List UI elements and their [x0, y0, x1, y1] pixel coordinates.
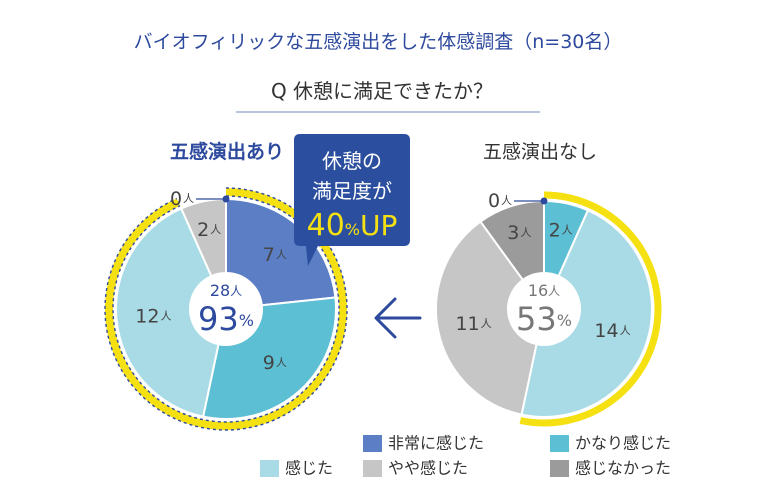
legend-swatch-fairly [550, 435, 569, 452]
legend-swatch-not [550, 460, 569, 477]
callout-bubble [294, 134, 410, 266]
slice-value-number: 3 [507, 221, 519, 243]
slice-label-not: 3人 [507, 221, 531, 243]
slice-value-unit: 人 [276, 248, 287, 261]
center-count: 16人 [528, 281, 560, 300]
slice-value-number: 7 [263, 243, 275, 265]
slice-value-unit: 人 [210, 223, 221, 236]
callout-value-suffix: UP [360, 209, 397, 242]
legend-label-not: 感じなかった [575, 459, 671, 478]
slice-value-unit: 人 [481, 317, 492, 330]
center-hole [508, 273, 580, 345]
legend-swatch-very [363, 435, 382, 452]
slice-value-number: 2 [549, 219, 561, 241]
slice-value-number: 11 [455, 312, 479, 334]
slice-value-unit: 人 [562, 224, 573, 237]
slice-value-unit: 人 [501, 194, 512, 207]
slice-value-number: 2 [197, 218, 209, 240]
group-label-without: 五感演出なし [483, 141, 597, 163]
slice-label-fairly: 2人 [549, 219, 573, 241]
slice-value-number: 9 [263, 352, 275, 374]
legend-swatch-felt [260, 460, 279, 477]
slice-value-unit: 人 [160, 310, 171, 323]
slice-label-fairly: 9人 [263, 352, 287, 374]
slice-value-unit: 人 [620, 324, 631, 337]
center-hole [190, 273, 262, 345]
slice-value-unit: 人 [520, 226, 531, 239]
left-arrow-icon [374, 297, 422, 339]
center-count: 28人 [210, 281, 242, 300]
callout-value-number: 40 [307, 208, 345, 243]
legend-label-fairly: かなり感じた [575, 434, 671, 453]
legend-label-felt: 感じた [285, 459, 333, 478]
question-subtitle: Q 休憩に満足できたか？ [271, 79, 493, 103]
callout-line1: 休憩の [322, 149, 382, 173]
slice-label-zero: 0人 [488, 190, 512, 212]
slice-value-unit: 人 [183, 192, 194, 205]
slice-label-zero: 0人 [170, 188, 194, 210]
highlight-ring-outer-dash [104, 187, 348, 431]
callout-line2: 満足度が [312, 179, 392, 203]
slice-value-number: 14 [594, 320, 618, 342]
highlight-ring [519, 191, 662, 427]
slice-very [225, 197, 337, 307]
slice-value-unit: 人 [276, 356, 287, 369]
center-percent: 93% [198, 300, 254, 338]
group-label-with: 五感演出あり [170, 140, 284, 163]
slice-label-felt: 12人 [135, 305, 171, 327]
callout-value-percent: % [345, 220, 360, 239]
slice-label-very: 7人 [263, 243, 287, 265]
slice-label-somewhat: 2人 [197, 218, 221, 240]
legend-label-very: 非常に感じた [388, 434, 484, 453]
callout-badge: 休憩の 満足度が 40%UP [294, 134, 410, 266]
slice-label-somewhat: 11人 [455, 312, 491, 334]
center-percent: 53% [516, 300, 572, 338]
slice-value-number: 0 [170, 188, 182, 210]
slice-value-number: 0 [488, 190, 500, 212]
callout-value: 40%UP [307, 208, 398, 243]
chart-title: バイオフィリックな五感演出をした体感調査（n=30名） [134, 31, 623, 53]
legend-swatch-somewhat [363, 460, 382, 477]
slice-label-felt: 14人 [594, 320, 630, 342]
slice-value-number: 12 [135, 305, 159, 327]
legend-label-somewhat: やや感じた [388, 459, 468, 478]
